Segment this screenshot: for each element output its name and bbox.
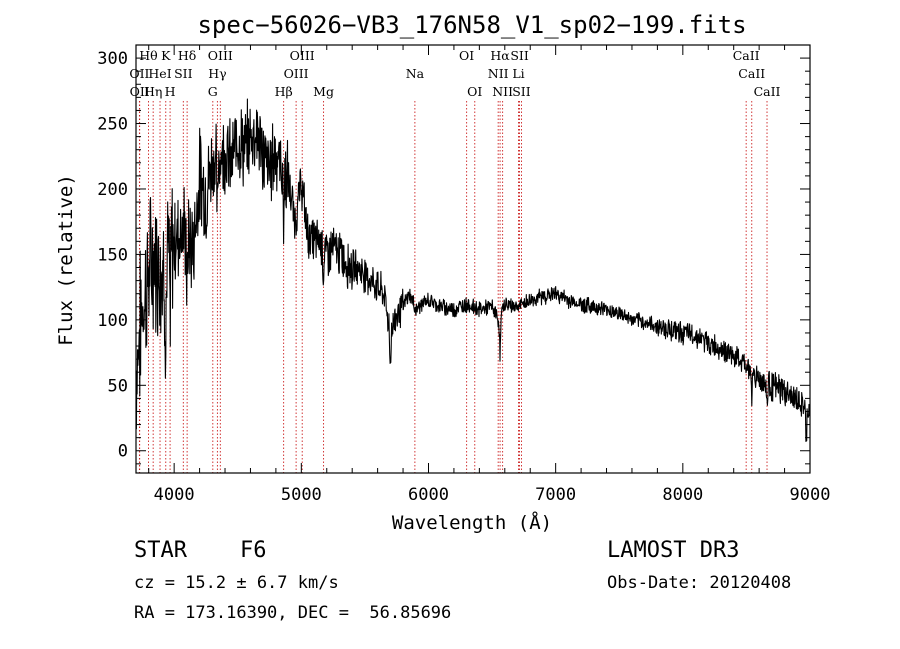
- line-marker-label: SII: [512, 84, 531, 99]
- x-tick-label: 9000: [790, 485, 831, 505]
- line-marker-label: K: [161, 48, 171, 63]
- line-marker-label: Hθ: [139, 48, 157, 63]
- x-tick-label: 6000: [408, 485, 449, 505]
- line-marker-label: Li: [512, 66, 524, 81]
- object-type: STAR: [134, 538, 187, 563]
- chart-title: spec−56026−VB3_176N58_V1_sp02−199.fits: [197, 11, 746, 39]
- line-marker-label: G: [208, 84, 218, 99]
- line-marker-label: Hη: [144, 84, 162, 99]
- line-marker-label: OII: [129, 66, 149, 81]
- line-marker-label: OIII: [290, 48, 315, 63]
- survey-name: LAMOST DR3: [607, 538, 740, 563]
- x-tick-label: 4000: [154, 485, 195, 505]
- line-marker-label: HeI: [148, 66, 171, 81]
- y-tick-label: 50: [108, 376, 128, 396]
- line-marker-label: CaII: [738, 66, 765, 81]
- x-axis-label: Wavelength (Å): [392, 511, 552, 534]
- y-tick-label: 100: [97, 311, 128, 331]
- line-marker-label: OIII: [208, 48, 233, 63]
- x-tick-label: 8000: [662, 485, 703, 505]
- x-tick-label: 5000: [281, 485, 322, 505]
- line-marker-label: Hδ: [178, 48, 196, 63]
- line-marker-label: OI: [467, 84, 482, 99]
- line-marker-label: Mg: [313, 84, 334, 99]
- line-marker-label: OI: [459, 48, 474, 63]
- x-axis: 4000 5000 6000 7000 8000 9000: [148, 45, 831, 505]
- line-marker-label: OIII: [284, 66, 309, 81]
- coordinates: RA = 173.16390, DEC = 56.85696: [134, 603, 452, 623]
- line-marker-label: H: [165, 84, 176, 99]
- line-marker-label: SII: [510, 48, 529, 63]
- observation-date: Obs-Date: 20120408: [607, 573, 792, 593]
- line-marker-label: Hα: [490, 48, 510, 63]
- y-tick-label: 300: [97, 49, 128, 69]
- subclass: F6: [240, 538, 267, 563]
- line-marker-label: Hβ: [275, 84, 293, 99]
- line-marker-label: CaII: [733, 48, 760, 63]
- line-marker-label: SII: [174, 66, 193, 81]
- line-marker-label: Na: [406, 66, 425, 81]
- line-marker-label: OII: [130, 84, 150, 99]
- line-marker-label: Hγ: [208, 66, 226, 81]
- y-axis: 0 50 100 150 200 250 300: [97, 44, 810, 465]
- y-tick-label: 0: [118, 442, 128, 462]
- y-tick-label: 150: [97, 245, 128, 265]
- redshift-cz: cz = 15.2 ± 6.7 km/s: [134, 573, 339, 593]
- plot-frame: [135, 44, 811, 474]
- spectrum-chart: spec−56026−VB3_176N58_V1_sp02−199.fits H…: [55, 11, 831, 534]
- line-marker-labels: Hθ OII OII K Hη HeI H Hδ SII OIII Hγ G OIII OIII Hβ Mg N…: [129, 48, 780, 99]
- line-marker-label: NII: [492, 84, 513, 99]
- y-tick-label: 200: [97, 180, 128, 200]
- y-tick-label: 250: [97, 115, 128, 135]
- line-marker-label: NII: [488, 66, 509, 81]
- spectrum-line: [135, 98, 811, 442]
- x-tick-label: 7000: [535, 485, 576, 505]
- y-axis-label: Flux (relative): [55, 174, 77, 346]
- line-marker-label: CaII: [754, 84, 781, 99]
